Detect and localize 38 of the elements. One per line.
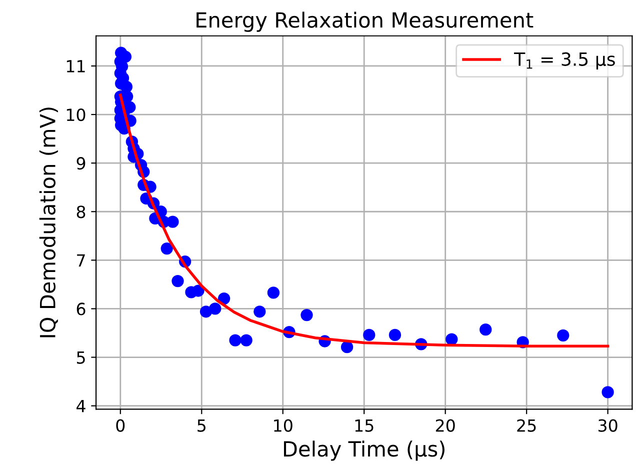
point [229, 334, 242, 346]
x-tick-label: 20 [436, 419, 455, 432]
point [602, 386, 614, 398]
y-tick-label: 4 [76, 400, 86, 412]
point [200, 306, 212, 318]
point [388, 328, 402, 342]
x-tick-label: 0 [116, 419, 125, 432]
point [267, 286, 280, 299]
point [557, 329, 570, 342]
y-tick-label: 10 [66, 108, 86, 122]
y-tick-label: 8 [76, 206, 86, 218]
y-tick-label: 11 [66, 60, 85, 72]
x-tick-label: 10 [274, 419, 292, 432]
point [340, 341, 354, 354]
point [446, 333, 458, 346]
point [218, 292, 230, 305]
y-axis-title: IQ Demodulation (mV) [39, 108, 58, 338]
chart-title: Energy Relaxation Measurement [196, 12, 534, 32]
point [192, 284, 204, 297]
point [209, 302, 222, 315]
y-tick-label: 6 [76, 302, 86, 316]
y-tick-label: 7 [77, 254, 85, 267]
point [300, 308, 313, 322]
point [240, 334, 252, 346]
point [160, 242, 173, 255]
point [363, 328, 376, 342]
y-tick-label: 9 [76, 157, 86, 170]
legend-label: T$_{1}$ = 3.5 μs [514, 52, 615, 70]
x-tick-label: 15 [355, 419, 374, 432]
x-tick-label: 25 [517, 419, 536, 432]
y-tick-label: 5 [76, 351, 85, 364]
point [166, 216, 179, 228]
x-tick-label: 30 [598, 419, 618, 432]
x-axis-title: Delay Time (μs) [284, 440, 444, 461]
point [254, 306, 266, 318]
point [172, 274, 184, 288]
point [480, 324, 492, 336]
x-tick-label: 5 [198, 419, 206, 432]
